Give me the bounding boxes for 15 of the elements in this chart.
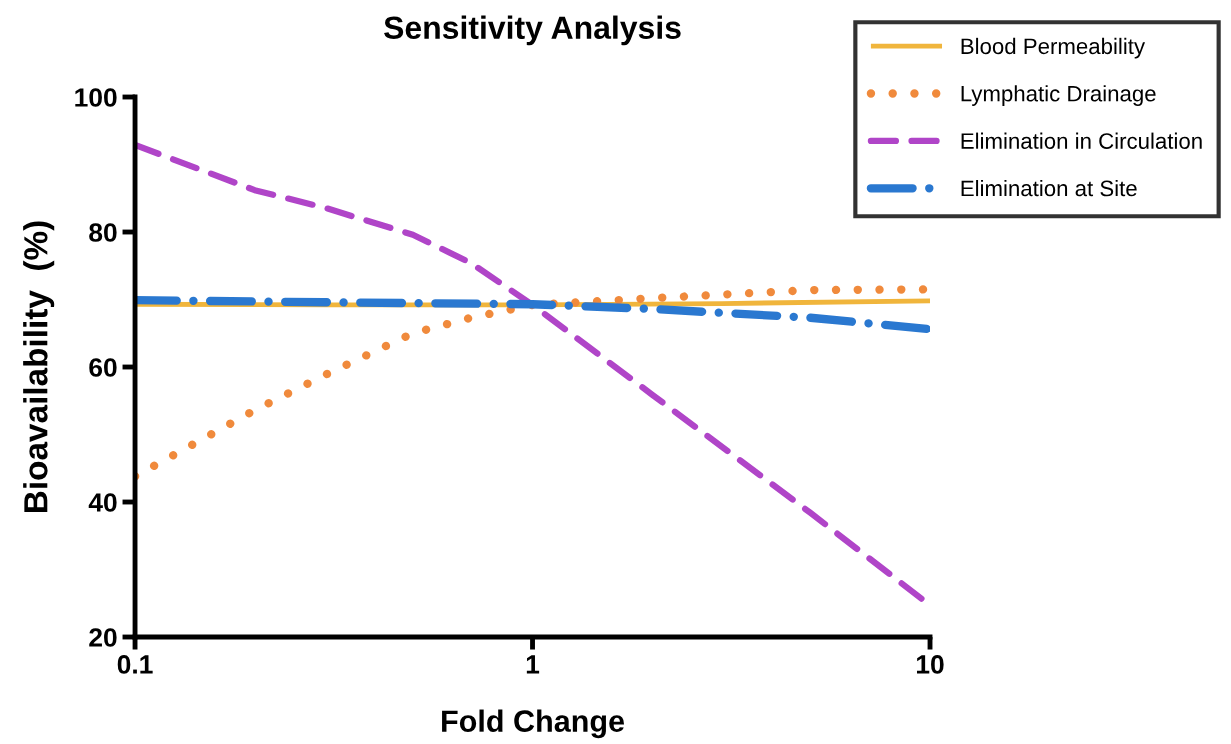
legend-label: Lymphatic Drainage bbox=[961, 85, 1156, 106]
x-axis-title: Fold Change bbox=[442, 709, 625, 739]
y-tick-label: 100 bbox=[75, 88, 117, 107]
y-tick-label: 80 bbox=[89, 223, 117, 242]
y-axis-title: Bioavailability (%) bbox=[23, 221, 55, 513]
y-tick-label: 40 bbox=[88, 493, 117, 512]
legend-label: Elimination in Circulation bbox=[961, 132, 1202, 149]
x-tick-label: 1 bbox=[526, 655, 540, 674]
legend-label: Elimination at Site bbox=[961, 179, 1137, 197]
y-tick-label: 60 bbox=[89, 358, 117, 377]
x-tick-label: 0.1 bbox=[117, 655, 153, 674]
chart-title: Sensitivity Analysis bbox=[384, 15, 681, 46]
x-tick-label: 10 bbox=[917, 655, 944, 674]
y-tick-label: 20 bbox=[89, 628, 117, 647]
legend-label: Blood Permeability bbox=[961, 37, 1146, 59]
